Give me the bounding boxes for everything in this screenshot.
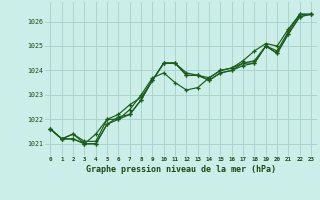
X-axis label: Graphe pression niveau de la mer (hPa): Graphe pression niveau de la mer (hPa): [86, 165, 276, 174]
